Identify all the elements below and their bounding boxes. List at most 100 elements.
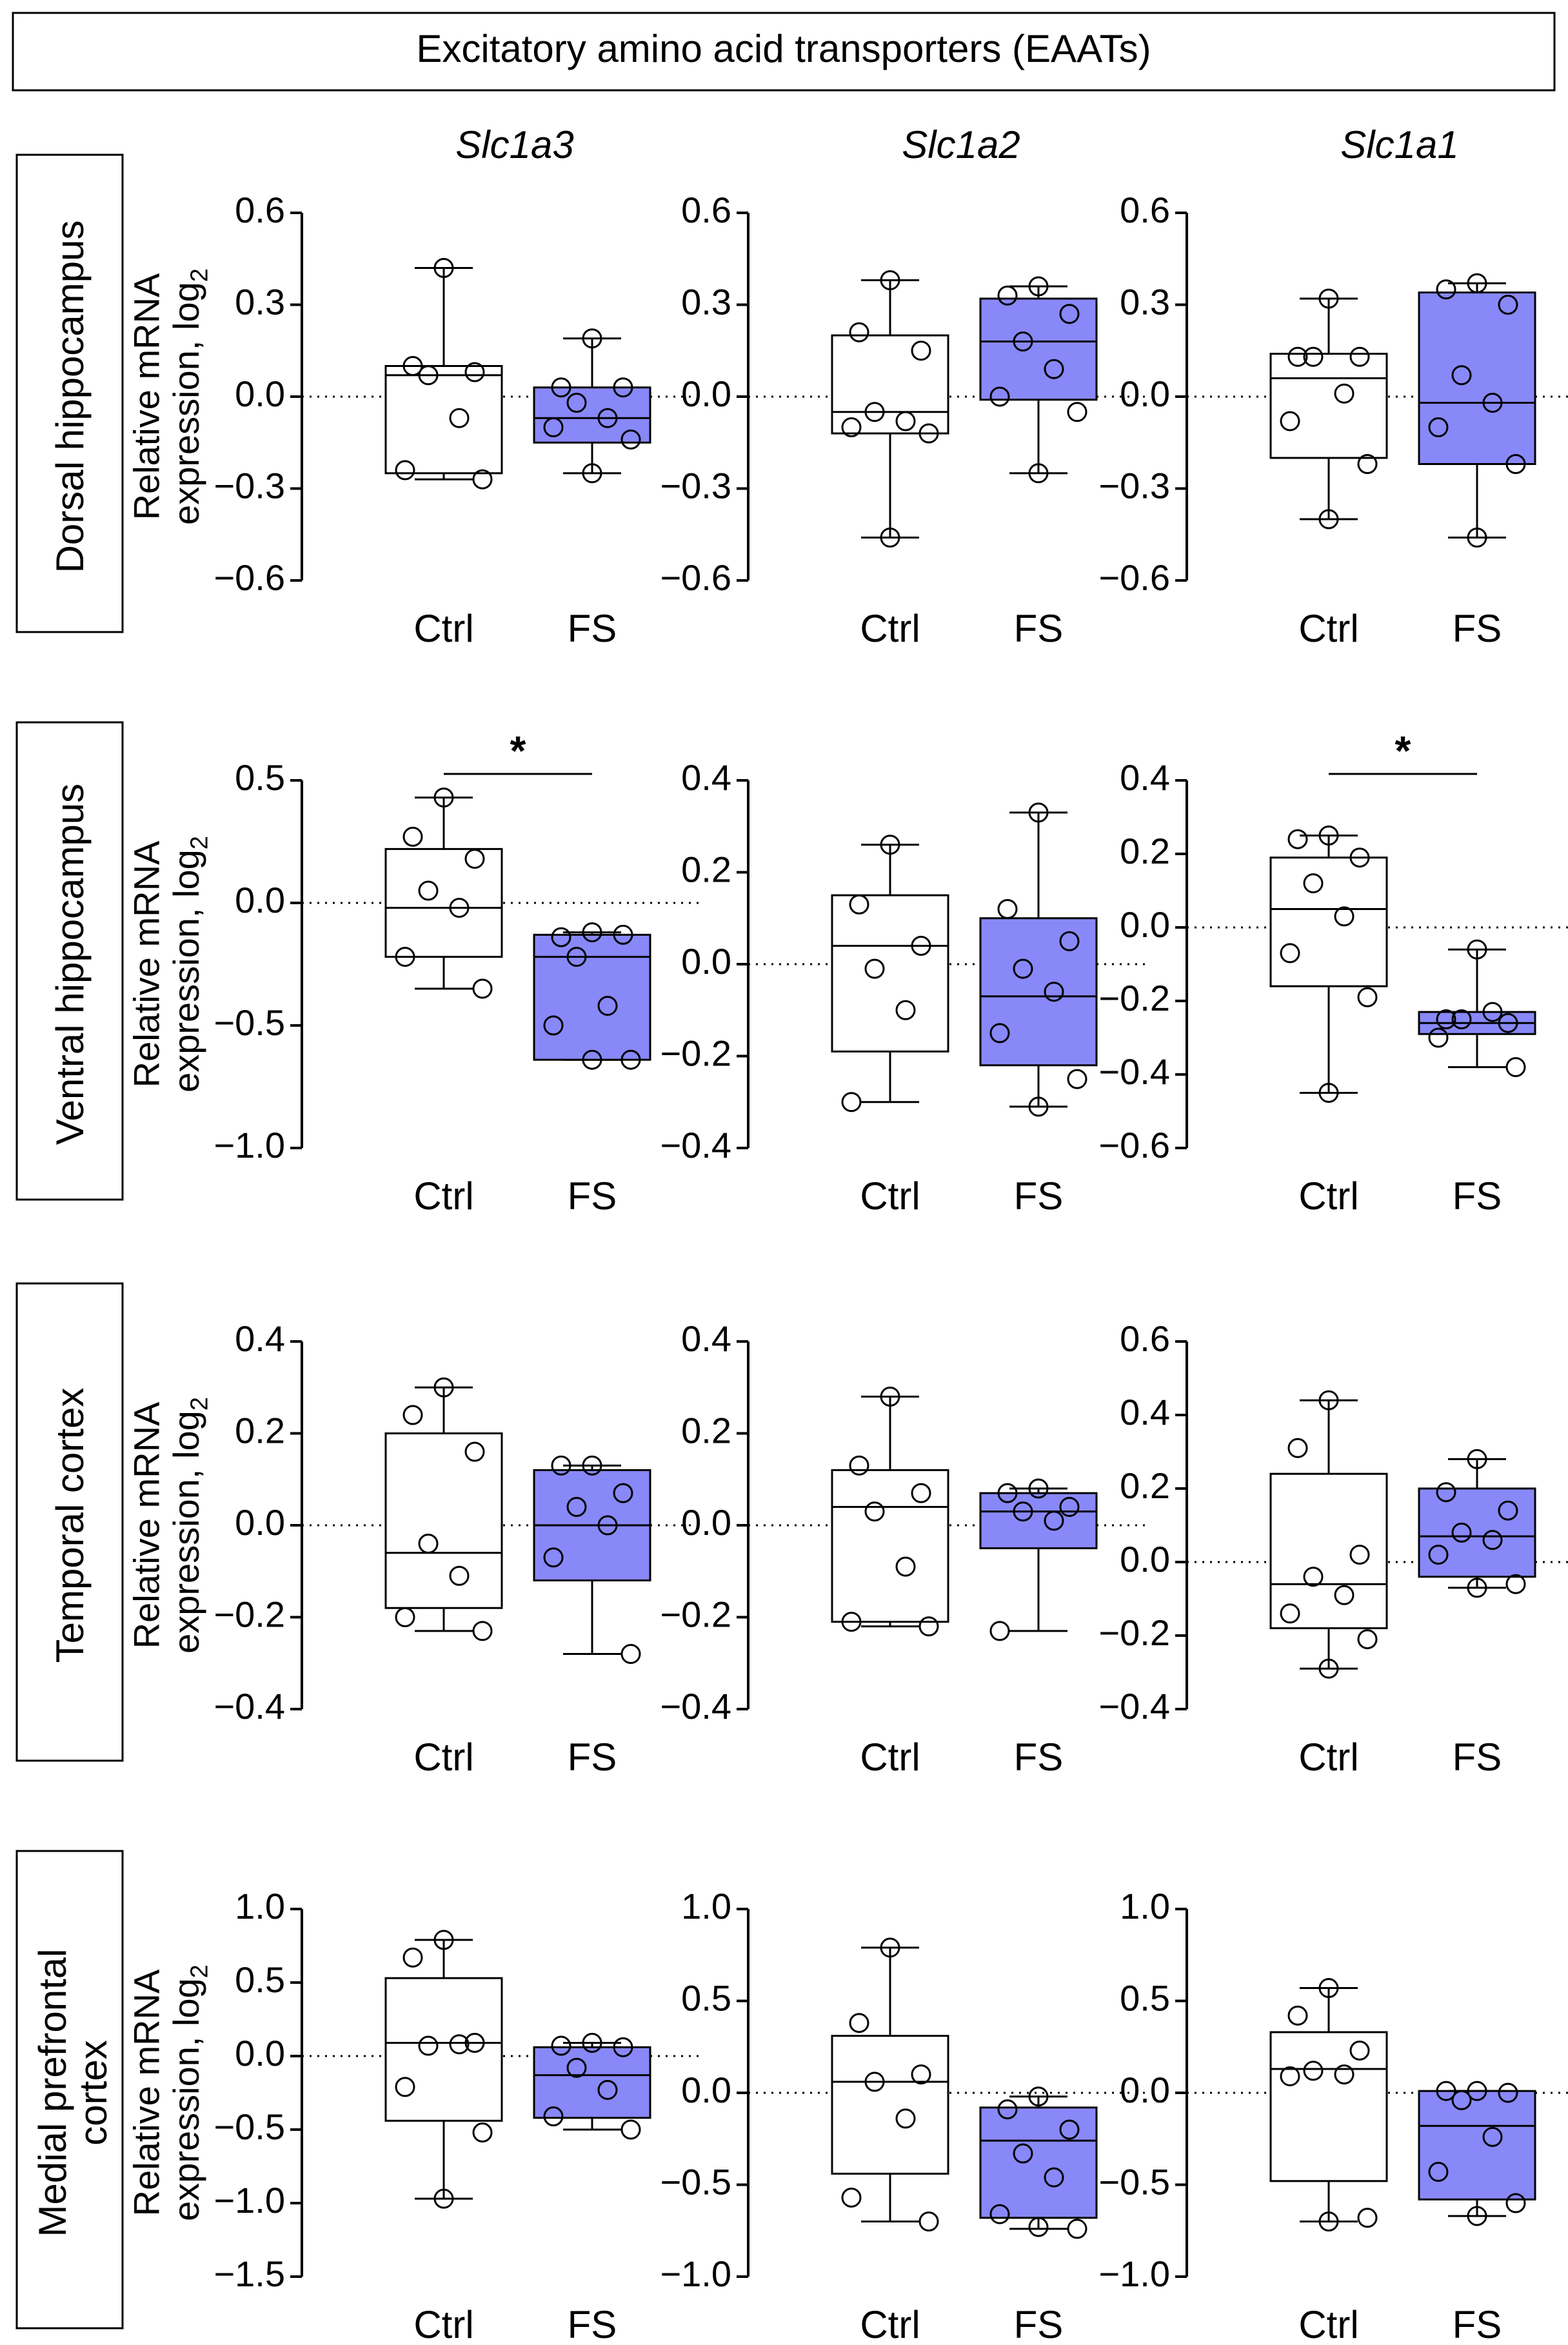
ctrl-data-point [895, 1556, 916, 1577]
fs-data-point [1482, 1002, 1503, 1022]
y-tick-label: −0.6 [213, 557, 285, 598]
ctrl-x-label: Ctrl [1298, 1174, 1358, 1218]
fs-data-point [620, 2119, 641, 2140]
fs-data-point [551, 1455, 571, 1476]
panel-medial-prefrontal-cortex-slc1a3: 1.0 0.5 0.0 −0.5 −1.0 −1.5 Ctrl FS [213, 1886, 702, 2345]
ctrl-data-point [1280, 1603, 1300, 1624]
fs-data-point [597, 408, 618, 428]
fs-data-point [597, 2079, 618, 2100]
y-tick-label: −0.3 [660, 465, 731, 506]
fs-data-point [1044, 359, 1064, 379]
ctrl-x-label: Ctrl [413, 607, 473, 650]
y-axis-label: Relative mRNAexpression, log2 [126, 1397, 213, 1654]
ctrl-data-point [918, 2211, 939, 2231]
region-label: Dorsal hippocampus [48, 221, 92, 573]
y-axis-label-line1: Relative mRNA [126, 1401, 167, 1648]
y-tick-label: −0.4 [213, 1686, 285, 1727]
fs-data-point [582, 463, 602, 484]
fs-data-point [620, 1049, 641, 1070]
y-tick-label: −0.4 [660, 1686, 731, 1727]
ctrl-data-point [1303, 1567, 1324, 1587]
ctrl-data-point [849, 1455, 869, 1476]
fs-x-label: FS [1453, 607, 1502, 650]
y-tick-label: 0.0 [235, 2033, 285, 2073]
ctrl-box [384, 847, 503, 958]
fs-data-point [543, 1015, 564, 1036]
fs-data-point [1505, 454, 1526, 474]
ctrl-box [831, 2035, 949, 2175]
fs-data-point [613, 924, 633, 945]
fs-data-point [582, 328, 602, 349]
ctrl-x-label: Ctrl [413, 1736, 473, 1779]
y-tick-label: 0.5 [235, 757, 285, 798]
y-axis-label-line2: expression, log [166, 1978, 206, 2221]
fs-data-point [1467, 1449, 1487, 1469]
panel-medial-prefrontal-cortex-slc1a1: 1.0 0.5 0.0 −0.5 −1.0 Ctrl FS [1098, 1886, 1568, 2345]
fs-data-point [1428, 2162, 1449, 2182]
y-axis-label-line2: expression, log [166, 282, 206, 525]
y-tick-label: 0.5 [681, 1977, 731, 2018]
ctrl-data-point [849, 894, 869, 915]
gene-label-slc1a2: Slc1a2 [902, 123, 1020, 166]
region-label: Medial prefrontalcortex [31, 1949, 115, 2237]
fs-data-point [1451, 1522, 1472, 1543]
ctrl-data-point [418, 1534, 439, 1554]
fs-data-point [551, 2035, 571, 2056]
fs-data-point [1059, 1497, 1080, 1517]
y-tick-label: 0.0 [681, 1502, 731, 1543]
y-axis-label-line2: expression, log [166, 1410, 206, 1654]
y-tick-label: −0.3 [1098, 465, 1170, 506]
fs-data-point [613, 377, 633, 398]
y-tick-label: 0.2 [1120, 831, 1170, 871]
ctrl-data-point [395, 2077, 415, 2097]
panel-medial-prefrontal-cortex-slc1a2: 1.0 0.5 0.0 −0.5 −1.0 Ctrl FS [660, 1886, 1148, 2345]
ctrl-data-point [895, 1000, 916, 1020]
ctrl-box [384, 365, 503, 475]
y-tick-label: −0.4 [1098, 1051, 1170, 1092]
ctrl-data-point [418, 365, 439, 386]
ctrl-data-point [472, 978, 493, 999]
fs-data-point [1013, 331, 1033, 351]
fs-data-point [1498, 2083, 1518, 2103]
ctrl-data-point [895, 411, 916, 431]
fs-data-point [1013, 1501, 1033, 1522]
fs-data-point [613, 1483, 633, 1503]
fs-data-point [997, 285, 1018, 306]
ctrl-data-point [402, 826, 423, 847]
fs-data-point [543, 1547, 564, 1568]
y-tick-label: 0.6 [681, 190, 731, 230]
ctrl-data-point [472, 1621, 493, 1641]
region-label-line: Temporal cortex [48, 1388, 92, 1663]
region-label-box [15, 153, 124, 633]
y-tick-label: 0.4 [681, 757, 731, 798]
y-tick-label: 0.0 [681, 373, 731, 414]
ctrl-data-point [880, 270, 900, 290]
region-label-line: Dorsal hippocampus [48, 221, 92, 573]
fs-data-point [597, 996, 618, 1016]
fs-box [979, 2106, 1098, 2219]
fs-x-label: FS [1014, 607, 1064, 650]
fs-data-point [1436, 1009, 1456, 1029]
ctrl-data-point [464, 849, 485, 869]
region-label-box [15, 1282, 124, 1762]
panel-ventral-hippocampus-slc1a1: 0.4 0.2 0.0 −0.2 −0.4 −0.6 Ctrl FS * [1098, 727, 1568, 1218]
region-label-box [15, 721, 124, 1201]
fs-data-point [1428, 1545, 1449, 1565]
ctrl-box [831, 1469, 949, 1623]
ctrl-x-label: Ctrl [860, 607, 920, 650]
y-tick-label: −0.5 [213, 1002, 285, 1043]
panel-temporal-cortex-slc1a3: 0.4 0.2 0.0 −0.2 −0.4 Ctrl FS [213, 1318, 702, 1779]
y-axis-label-subscript: 2 [186, 836, 213, 849]
ctrl-x-label: Ctrl [860, 1736, 920, 1779]
fs-data-point [1428, 417, 1449, 437]
figure-title: Excitatory amino acid transporters (EAAT… [416, 27, 1151, 70]
fs-data-point [989, 386, 1010, 407]
fs-box [1418, 2090, 1536, 2201]
y-tick-label: −0.6 [1098, 1125, 1170, 1165]
ctrl-data-point [1303, 2061, 1324, 2081]
region-row-4: Medial prefrontalcortex Relative mRNAexpr… [15, 1850, 213, 2330]
ctrl-box [1269, 2031, 1388, 2182]
ctrl-x-label: Ctrl [1298, 2303, 1358, 2345]
y-tick-label: −0.4 [660, 1125, 731, 1165]
fs-data-point [1028, 276, 1049, 297]
